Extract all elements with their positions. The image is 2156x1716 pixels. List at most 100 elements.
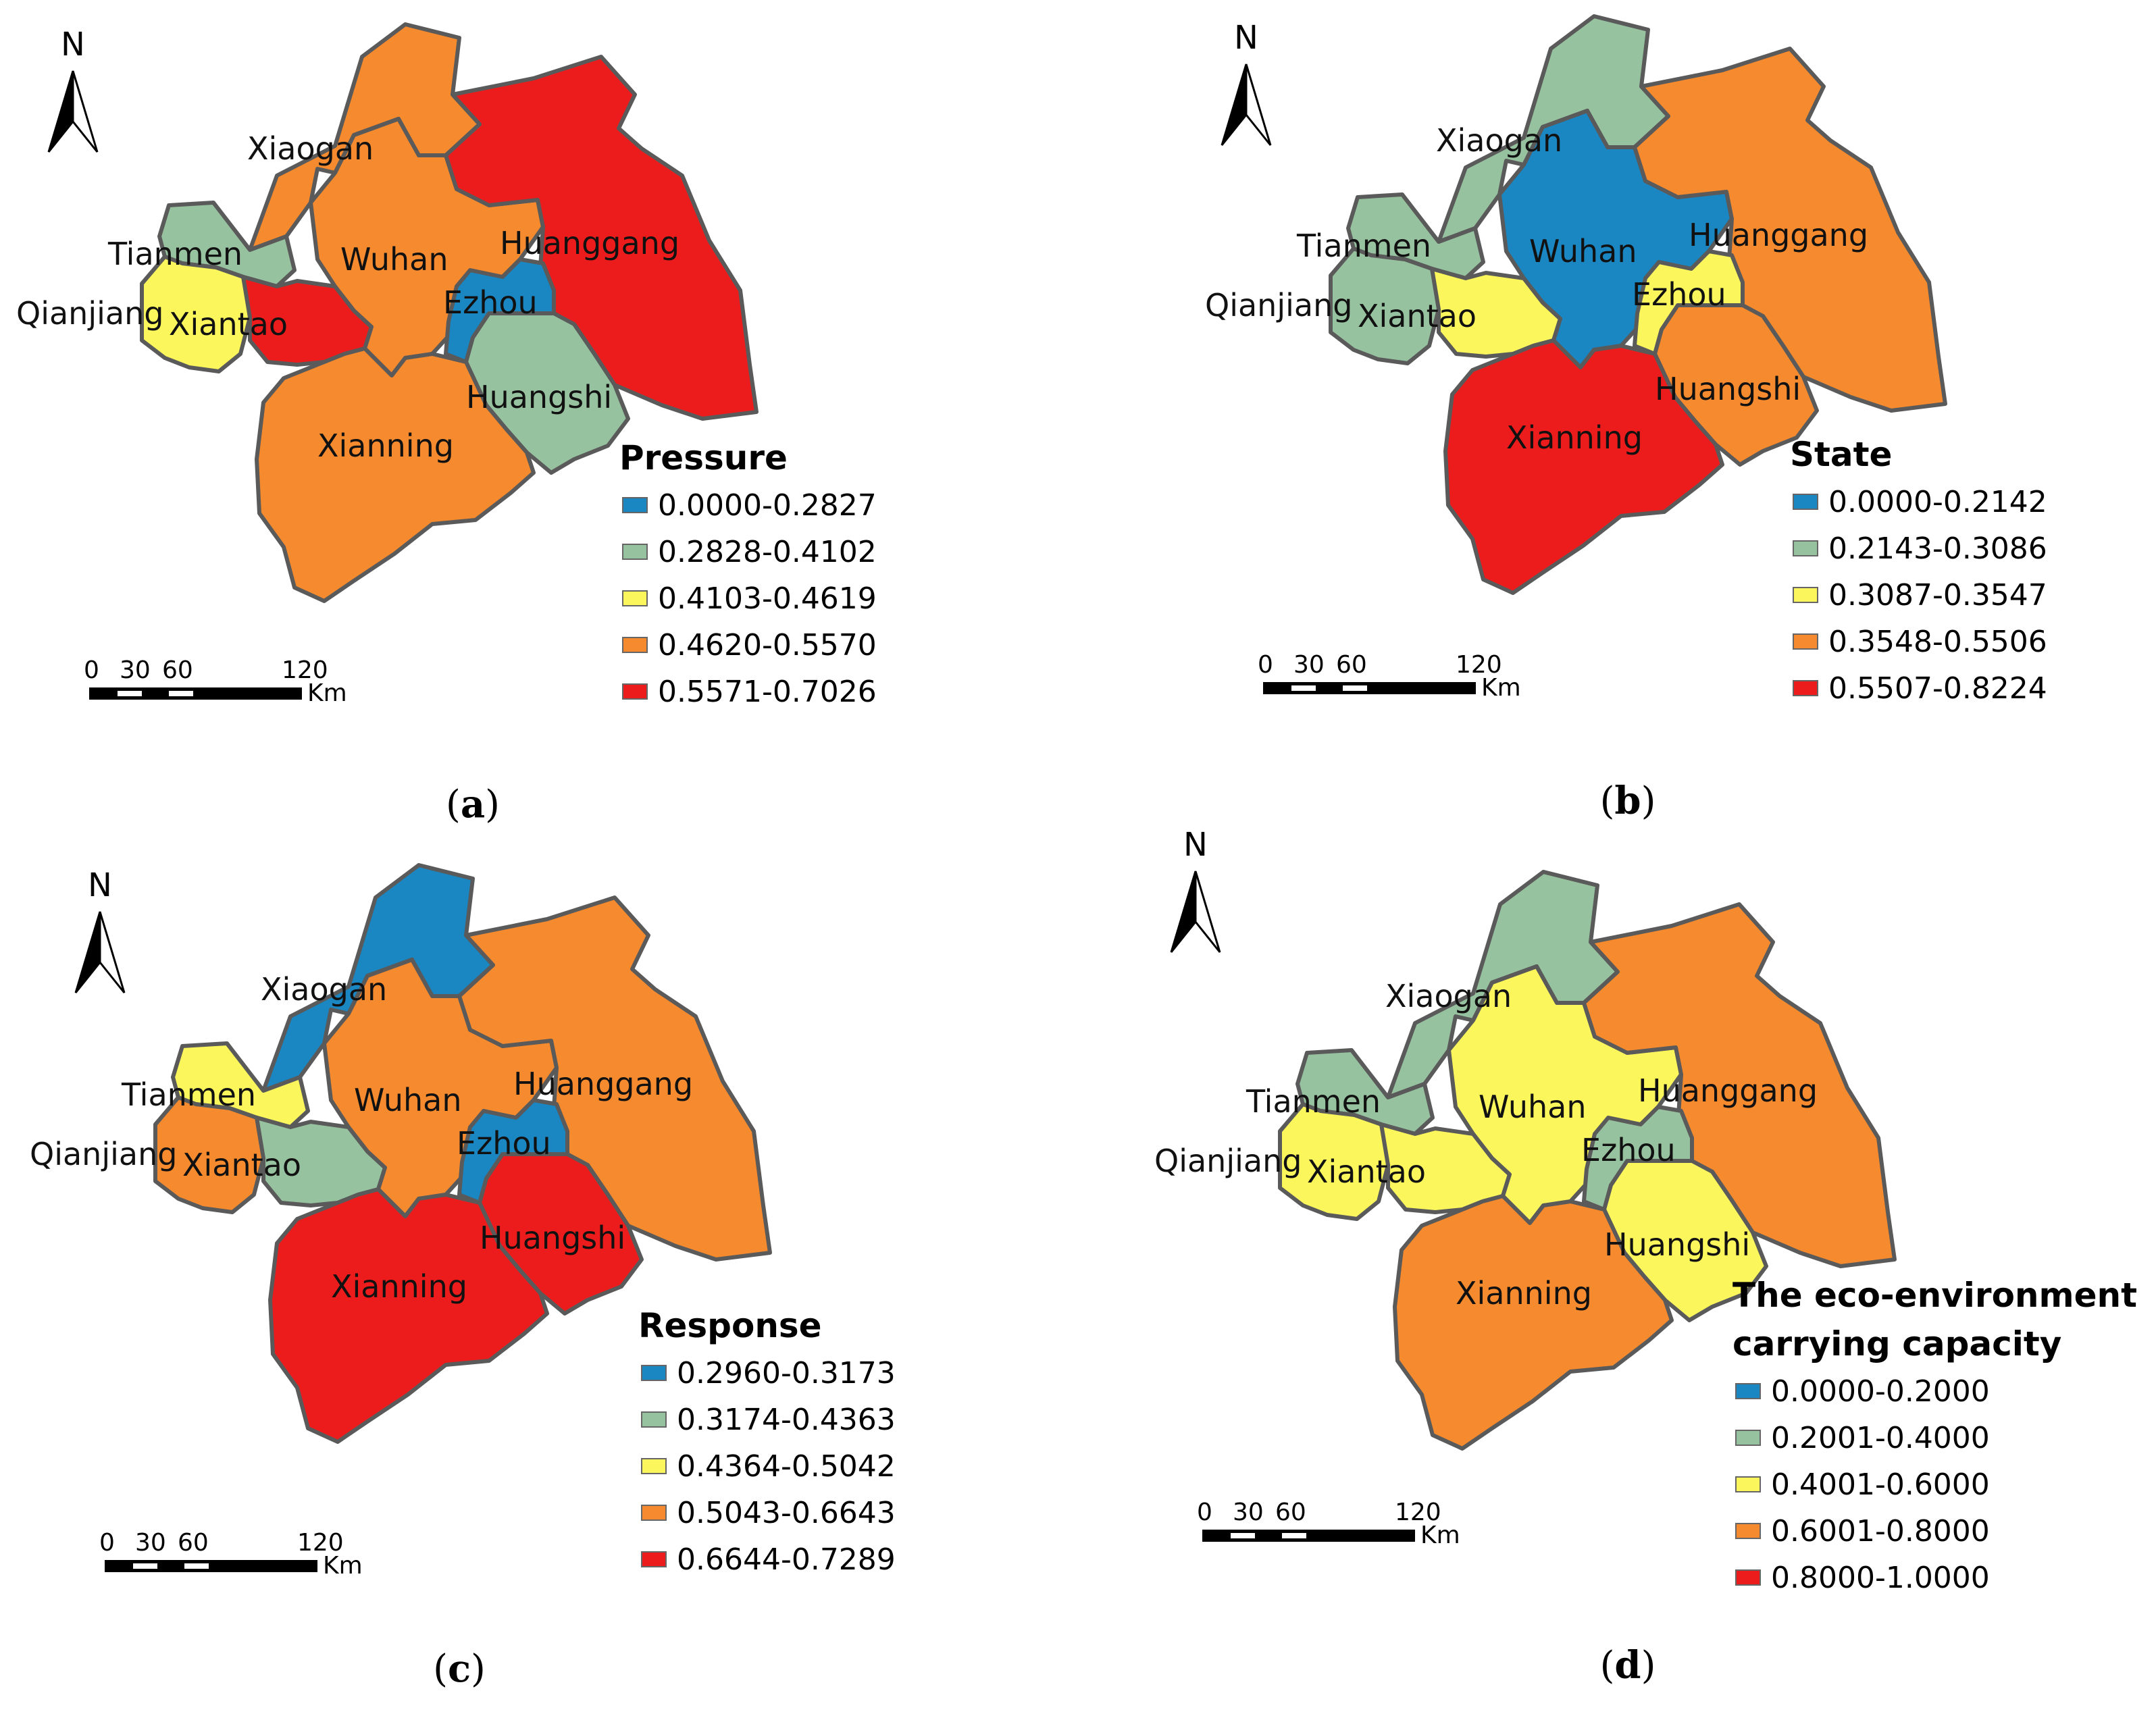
legend-title: carrying capacity bbox=[1732, 1324, 2061, 1363]
city-label-xiantao: Xiantao bbox=[1358, 298, 1477, 334]
scale-tick-label: 120 bbox=[1395, 1499, 1441, 1526]
legend-item-label: 0.6001-0.8000 bbox=[1771, 1514, 1990, 1549]
legend-swatch bbox=[641, 1505, 667, 1521]
legend-item-label: 0.4103-0.4619 bbox=[658, 581, 877, 616]
city-label-huanggang: Huanggang bbox=[500, 225, 679, 261]
scale-unit: Km bbox=[1481, 674, 1521, 702]
legend-item-label: 0.2960-0.3173 bbox=[677, 1356, 896, 1390]
city-label-qianjiang: Qianjiang bbox=[1205, 287, 1352, 323]
scale-tick-label: 0 bbox=[1197, 1499, 1212, 1526]
legend-swatch bbox=[622, 590, 648, 606]
legend: The eco-environment carrying capacity 0.00… bbox=[1732, 1276, 2137, 1595]
panel-caption: (a) bbox=[446, 782, 500, 827]
scale-tick-label: 0 bbox=[84, 656, 99, 684]
region-xianning bbox=[1393, 1194, 1674, 1451]
legend-swatch bbox=[1735, 1430, 1761, 1446]
legend-swatch bbox=[1793, 680, 1818, 696]
scale-tick-label: 30 bbox=[1293, 651, 1325, 679]
legend: Response 0.2960-0.3173 0.3174-0.4363 0.4364… bbox=[638, 1306, 896, 1577]
legend-swatch bbox=[641, 1411, 667, 1428]
legend-title: State bbox=[1790, 435, 1892, 474]
legend-swatch bbox=[622, 637, 648, 653]
legend-title: Response bbox=[638, 1306, 822, 1345]
map-regions bbox=[1278, 870, 1897, 1451]
region-xianning bbox=[1443, 338, 1724, 595]
map-regions bbox=[140, 22, 759, 603]
city-label-huangshi: Huangshi bbox=[1604, 1226, 1750, 1263]
map-panel-c: Xiaogan Tianmen Qianjiang Xiantao Wuhan Huang… bbox=[30, 863, 896, 1691]
legend-item-label: 0.2828-0.4102 bbox=[658, 535, 877, 569]
legend-item-label: 0.2001-0.4000 bbox=[1771, 1421, 1990, 1455]
legend-swatch bbox=[641, 1365, 667, 1381]
city-label-qianjiang: Qianjiang bbox=[16, 295, 163, 332]
legend-swatch bbox=[1735, 1383, 1761, 1399]
city-label-xiaogan: Xiaogan bbox=[1385, 978, 1512, 1014]
legend-item-label: 0.6644-0.7289 bbox=[677, 1542, 896, 1577]
scale-tick-label: 30 bbox=[120, 656, 151, 684]
legend-title: The eco-environment bbox=[1732, 1276, 2137, 1315]
city-label-tianmen: Tianmen bbox=[1246, 1083, 1381, 1120]
map-panel-a: Xiaogan Tianmen Qianjiang Xiantao Wuhan Huang… bbox=[16, 22, 877, 827]
legend-item-label: 0.0000-0.2000 bbox=[1771, 1374, 1990, 1409]
panel-caption: (d) bbox=[1600, 1643, 1656, 1688]
legend-swatch bbox=[622, 683, 648, 700]
legend-swatch bbox=[1793, 633, 1818, 650]
scale-tick-label: 60 bbox=[178, 1529, 209, 1557]
map-panel-d: Xiaogan Tianmen Qianjiang Xiantao Wuhan Huang… bbox=[1154, 826, 2137, 1688]
map-regions bbox=[153, 863, 772, 1444]
region-huanggang bbox=[1633, 47, 1947, 413]
legend-item-label: 0.2143-0.3086 bbox=[1828, 531, 2047, 566]
scale-tick-label: 0 bbox=[1258, 651, 1273, 679]
legend-swatch bbox=[1735, 1523, 1761, 1539]
north-arrow-icon: N bbox=[1170, 826, 1221, 953]
city-label-huanggang: Huanggang bbox=[1638, 1072, 1818, 1109]
legend-swatch bbox=[641, 1551, 667, 1567]
legend-item-label: 0.8000-1.0000 bbox=[1771, 1561, 1990, 1595]
legend-swatch bbox=[1793, 494, 1818, 510]
city-label-tianmen: Tianmen bbox=[107, 236, 242, 272]
legend-item-label: 0.0000-0.2142 bbox=[1828, 485, 2047, 519]
city-label-tianmen: Tianmen bbox=[121, 1076, 256, 1113]
map-regions bbox=[1329, 14, 1947, 595]
legend-swatch bbox=[1793, 540, 1818, 556]
city-label-xiaogan: Xiaogan bbox=[247, 130, 374, 167]
region-xianning bbox=[255, 346, 536, 603]
city-label-wuhan: Wuhan bbox=[340, 241, 448, 278]
legend-title: Pressure bbox=[619, 438, 788, 477]
north-arrow-icon: N bbox=[47, 26, 99, 153]
city-label-xianning: Xianning bbox=[1506, 419, 1643, 456]
legend-swatch bbox=[1735, 1476, 1761, 1492]
scale-tick-label: 120 bbox=[282, 656, 328, 684]
legend-item-label: 0.5507-0.8224 bbox=[1828, 671, 2047, 706]
legend-item-label: 0.3548-0.5506 bbox=[1828, 625, 2047, 659]
city-label-huanggang: Huanggang bbox=[1689, 217, 1868, 253]
city-label-huanggang: Huanggang bbox=[513, 1066, 693, 1102]
north-label: N bbox=[61, 26, 85, 63]
city-label-xianning: Xianning bbox=[1456, 1275, 1592, 1311]
city-label-qianjiang: Qianjiang bbox=[1154, 1143, 1302, 1179]
city-label-ezhou: Ezhou bbox=[1632, 276, 1726, 313]
scale-tick-label: 60 bbox=[1336, 651, 1367, 679]
city-label-huangshi: Huangshi bbox=[480, 1220, 625, 1256]
city-label-huangshi: Huangshi bbox=[1655, 371, 1801, 407]
north-arrow-icon: N bbox=[74, 866, 126, 993]
north-label: N bbox=[88, 866, 112, 904]
city-label-xianning: Xianning bbox=[331, 1268, 467, 1305]
region-huanggang bbox=[444, 55, 759, 421]
city-label-xiantao: Xiantao bbox=[1307, 1153, 1426, 1190]
legend-swatch bbox=[1793, 587, 1818, 603]
city-label-huangshi: Huangshi bbox=[466, 379, 612, 415]
panel-caption: (b) bbox=[1600, 779, 1656, 823]
scale-tick-label: 60 bbox=[162, 656, 193, 684]
scale-tick-label: 60 bbox=[1275, 1499, 1306, 1526]
map-panel-b: Xiaogan Tianmen Qianjiang Xiantao Wuhan Huang… bbox=[1205, 14, 2047, 823]
city-label-ezhou: Ezhou bbox=[1581, 1132, 1676, 1168]
scale-unit: Km bbox=[307, 679, 347, 707]
city-label-xiantao: Xiantao bbox=[169, 306, 288, 342]
city-label-xiaogan: Xiaogan bbox=[1436, 122, 1562, 159]
city-label-ezhou: Ezhou bbox=[443, 284, 538, 321]
legend-swatch bbox=[1735, 1569, 1761, 1586]
